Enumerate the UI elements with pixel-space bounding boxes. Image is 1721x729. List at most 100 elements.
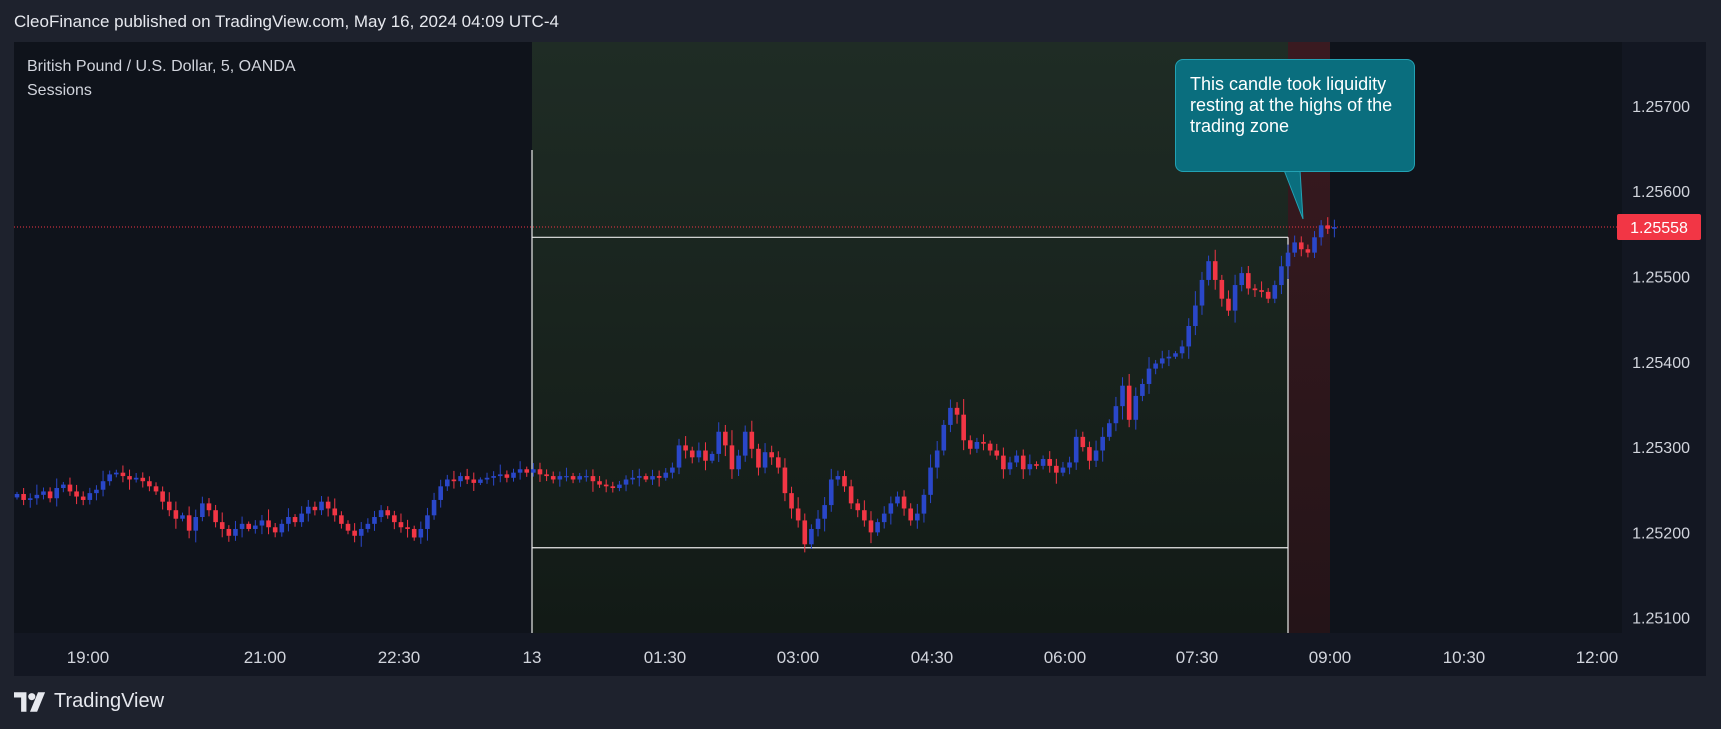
candle-body (34, 494, 40, 499)
candle-body (696, 450, 702, 458)
candle (862, 500, 867, 527)
candle-body (1140, 383, 1145, 396)
candle (1007, 456, 1013, 475)
candle (815, 510, 821, 537)
candle-body (1312, 237, 1317, 253)
tradingview-logo[interactable]: TradingView (14, 690, 164, 713)
candle (888, 496, 894, 525)
candle-body (94, 489, 99, 494)
candle-body (1332, 227, 1337, 229)
candle (497, 464, 503, 483)
candle (239, 516, 245, 538)
candle-body (378, 510, 384, 518)
candle (114, 469, 119, 478)
candle-body (438, 486, 443, 500)
candle (1226, 290, 1231, 316)
candle (418, 521, 424, 544)
candle (716, 422, 722, 463)
candle (180, 512, 185, 522)
top-bar: CleoFinance published on TradingView.com… (0, 0, 1721, 42)
candle (385, 506, 391, 519)
candle-body (80, 496, 86, 500)
candle-body (901, 496, 907, 509)
candle-body (1226, 298, 1231, 311)
candle-body (1146, 368, 1152, 384)
candle (1312, 231, 1317, 259)
candle (1166, 350, 1172, 367)
candle (517, 461, 523, 480)
candle-body (491, 476, 496, 478)
candle (776, 451, 781, 474)
candle (74, 484, 79, 505)
candle (584, 469, 589, 482)
candle (550, 471, 556, 484)
candle (365, 518, 371, 533)
candle (1305, 244, 1311, 258)
candle (1239, 266, 1244, 292)
candle-body (868, 520, 874, 533)
candle (597, 476, 602, 488)
candle-body (577, 476, 582, 480)
candle (94, 485, 99, 501)
candle (948, 399, 953, 433)
time-tick-label: 07:30 (1176, 648, 1219, 667)
candle-body (133, 477, 139, 480)
candle (967, 435, 973, 455)
candle-body (127, 476, 132, 480)
candle-body (610, 486, 616, 489)
time-axis-background (14, 633, 1706, 676)
candle-body (881, 513, 887, 523)
candle (1206, 255, 1211, 286)
candle-body (458, 476, 463, 482)
candle (676, 438, 682, 475)
candle (1279, 255, 1284, 295)
time-tick-label: 19:00 (67, 648, 110, 667)
candle (1179, 340, 1185, 359)
candle-body (345, 523, 351, 531)
candle (332, 498, 338, 522)
candle (292, 514, 298, 527)
candle-body (107, 474, 112, 482)
candle (166, 492, 172, 517)
candle-body (1272, 285, 1278, 299)
candle-body (14, 493, 20, 498)
candle (186, 506, 192, 539)
candle-body (636, 476, 642, 478)
time-tick-label: 10:30 (1443, 648, 1486, 667)
candle (1100, 427, 1105, 462)
candle (928, 454, 933, 504)
candle (1020, 449, 1026, 479)
candle (875, 518, 880, 536)
candle (842, 470, 847, 492)
candle-body (769, 452, 774, 458)
candle (34, 484, 40, 505)
candle (21, 488, 26, 506)
candle (756, 443, 761, 476)
candle-body (120, 472, 126, 477)
candle (1034, 461, 1039, 470)
candle (47, 487, 53, 503)
candle (915, 503, 920, 529)
candle-body (352, 530, 357, 536)
annotation-callout[interactable]: This candle took liquidity resting at th… (1175, 59, 1415, 172)
candle (352, 523, 357, 543)
candle-body (848, 486, 854, 504)
indicator-label[interactable]: Sessions (27, 82, 92, 99)
candle (398, 513, 404, 533)
candle-body (723, 431, 728, 446)
symbol-title[interactable]: British Pound / U.S. Dollar, 5, OANDA (27, 58, 296, 75)
candle-body (709, 453, 715, 461)
candle-body (372, 517, 377, 524)
candle-body (358, 528, 364, 536)
candle-body (1212, 261, 1218, 280)
candle (723, 424, 728, 457)
candle (934, 441, 940, 479)
candle (54, 478, 60, 507)
candle (127, 469, 132, 490)
candle (987, 440, 993, 456)
candle (1212, 249, 1218, 290)
candle-body (789, 493, 794, 509)
candle (1232, 274, 1238, 323)
candle (1159, 350, 1165, 369)
candle-body (908, 508, 913, 521)
